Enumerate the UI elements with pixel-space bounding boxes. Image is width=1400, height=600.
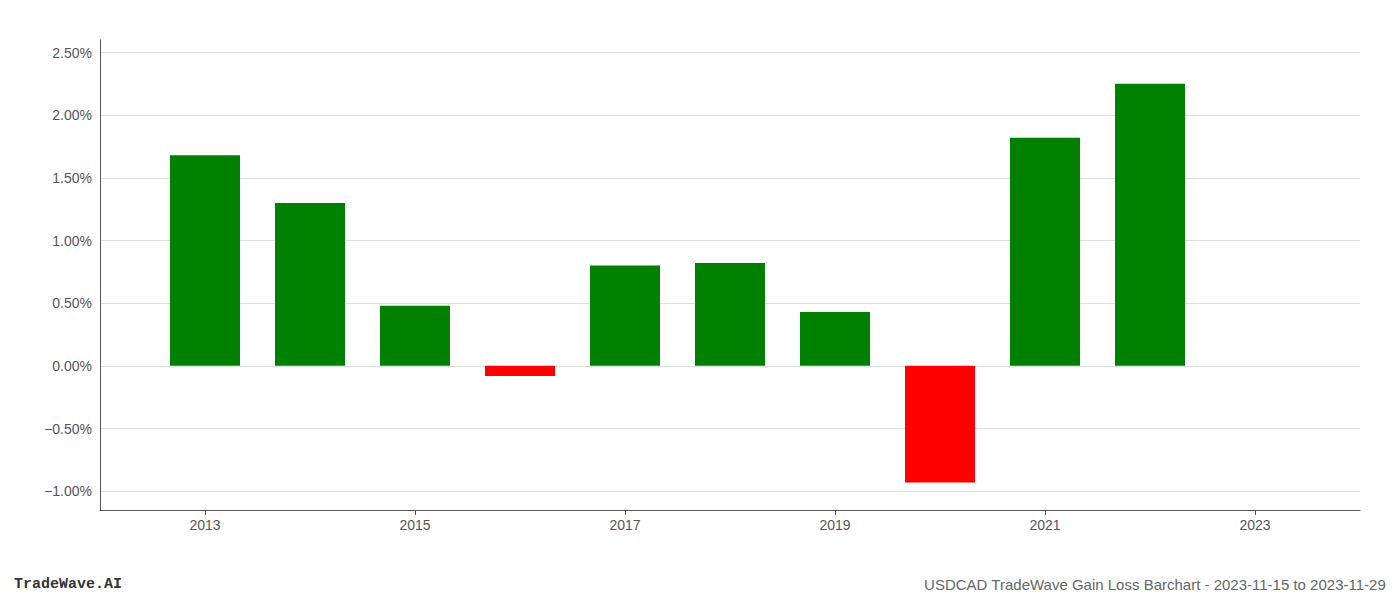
svg-text:2017: 2017: [609, 517, 640, 533]
svg-text:2019: 2019: [819, 517, 850, 533]
svg-text:0.50%: 0.50%: [52, 295, 92, 311]
svg-text:2013: 2013: [189, 517, 220, 533]
svg-text:1.50%: 1.50%: [52, 170, 92, 186]
svg-text:2.50%: 2.50%: [52, 45, 92, 61]
svg-text:1.00%: 1.00%: [52, 233, 92, 249]
svg-text:2023: 2023: [1239, 517, 1270, 533]
svg-text:2021: 2021: [1029, 517, 1060, 533]
svg-text:USDCAD TradeWave Gain Loss Bar: USDCAD TradeWave Gain Loss Barchart - 20…: [924, 576, 1386, 593]
svg-text:TradeWave.AI: TradeWave.AI: [14, 576, 122, 593]
svg-text:−0.50%: −0.50%: [44, 421, 92, 437]
svg-text:2.00%: 2.00%: [52, 107, 92, 123]
svg-text:0.00%: 0.00%: [52, 358, 92, 374]
svg-text:2015: 2015: [399, 517, 430, 533]
svg-text:−1.00%: −1.00%: [44, 483, 92, 499]
